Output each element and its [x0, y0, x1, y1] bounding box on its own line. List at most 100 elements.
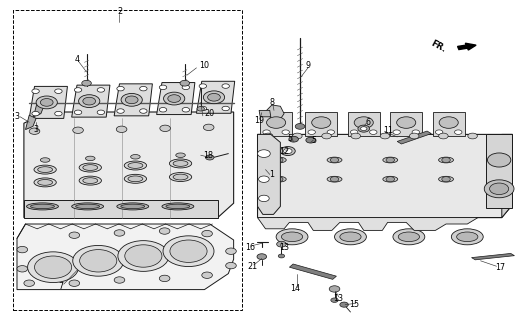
Circle shape	[308, 130, 315, 134]
Polygon shape	[24, 200, 218, 218]
Text: 21: 21	[247, 262, 258, 271]
Text: 1: 1	[269, 170, 273, 179]
Ellipse shape	[117, 203, 149, 210]
Text: 11: 11	[383, 126, 393, 135]
Circle shape	[125, 96, 138, 104]
Circle shape	[55, 111, 62, 116]
Text: 5: 5	[287, 134, 293, 143]
Ellipse shape	[85, 156, 95, 161]
Text: FR.: FR.	[430, 39, 448, 54]
Ellipse shape	[335, 229, 366, 245]
Text: 15: 15	[349, 300, 360, 309]
Ellipse shape	[276, 229, 308, 245]
Ellipse shape	[34, 165, 56, 174]
Ellipse shape	[173, 174, 188, 180]
Ellipse shape	[451, 229, 483, 245]
Text: 13: 13	[279, 243, 289, 252]
Text: 14: 14	[290, 284, 299, 293]
Ellipse shape	[398, 232, 419, 242]
Circle shape	[140, 109, 147, 113]
Polygon shape	[502, 134, 512, 218]
Circle shape	[159, 275, 170, 282]
Circle shape	[140, 86, 147, 91]
Ellipse shape	[38, 180, 53, 185]
Polygon shape	[348, 112, 380, 136]
Ellipse shape	[169, 172, 192, 181]
Circle shape	[226, 262, 236, 269]
Circle shape	[114, 277, 125, 283]
Circle shape	[277, 241, 286, 247]
Polygon shape	[29, 86, 67, 118]
Ellipse shape	[83, 165, 98, 171]
Ellipse shape	[72, 203, 104, 210]
Circle shape	[202, 230, 212, 237]
Circle shape	[32, 111, 39, 116]
Ellipse shape	[83, 178, 98, 183]
Ellipse shape	[173, 161, 188, 166]
Circle shape	[55, 89, 62, 93]
Ellipse shape	[38, 167, 53, 172]
Circle shape	[116, 126, 127, 132]
Ellipse shape	[128, 163, 143, 168]
Circle shape	[306, 137, 315, 143]
Text: 17: 17	[495, 263, 505, 272]
Circle shape	[164, 92, 185, 105]
Circle shape	[17, 266, 28, 272]
Circle shape	[83, 97, 96, 105]
Circle shape	[350, 130, 358, 134]
Circle shape	[208, 93, 220, 101]
Ellipse shape	[393, 229, 425, 245]
Ellipse shape	[166, 204, 190, 209]
Circle shape	[409, 133, 419, 139]
Ellipse shape	[340, 232, 361, 242]
Text: 16: 16	[246, 243, 255, 252]
Text: 18: 18	[203, 151, 213, 160]
Circle shape	[439, 133, 448, 139]
Circle shape	[361, 127, 367, 131]
Ellipse shape	[281, 232, 303, 242]
Circle shape	[199, 106, 207, 111]
Polygon shape	[258, 218, 502, 230]
Circle shape	[263, 130, 270, 134]
Text: 3: 3	[33, 125, 38, 134]
Polygon shape	[397, 131, 431, 144]
Ellipse shape	[169, 159, 192, 168]
Circle shape	[202, 272, 212, 278]
Circle shape	[386, 177, 395, 182]
Ellipse shape	[27, 203, 58, 210]
Circle shape	[29, 128, 40, 134]
Circle shape	[358, 125, 370, 132]
Circle shape	[455, 130, 462, 134]
Circle shape	[182, 108, 190, 112]
Text: 8: 8	[269, 98, 275, 107]
Ellipse shape	[128, 176, 143, 182]
Circle shape	[69, 232, 80, 238]
Text: 9: 9	[305, 61, 311, 70]
Ellipse shape	[79, 176, 101, 185]
Circle shape	[380, 133, 390, 139]
Ellipse shape	[439, 157, 453, 163]
Polygon shape	[472, 253, 515, 260]
Text: 3: 3	[15, 112, 20, 121]
Circle shape	[28, 252, 79, 283]
Circle shape	[118, 241, 169, 271]
Circle shape	[97, 88, 105, 92]
Ellipse shape	[457, 232, 478, 242]
Circle shape	[125, 245, 162, 267]
Circle shape	[484, 180, 514, 198]
Circle shape	[330, 177, 339, 182]
Polygon shape	[258, 134, 280, 214]
Polygon shape	[196, 81, 235, 113]
Ellipse shape	[383, 157, 398, 163]
Circle shape	[199, 84, 207, 88]
Ellipse shape	[124, 161, 147, 170]
Circle shape	[82, 80, 91, 86]
Ellipse shape	[121, 204, 144, 209]
Ellipse shape	[40, 158, 50, 162]
Ellipse shape	[124, 174, 147, 183]
Circle shape	[80, 250, 117, 272]
Circle shape	[412, 130, 419, 134]
Bar	[486, 134, 512, 208]
Circle shape	[278, 254, 285, 258]
Circle shape	[293, 133, 302, 139]
